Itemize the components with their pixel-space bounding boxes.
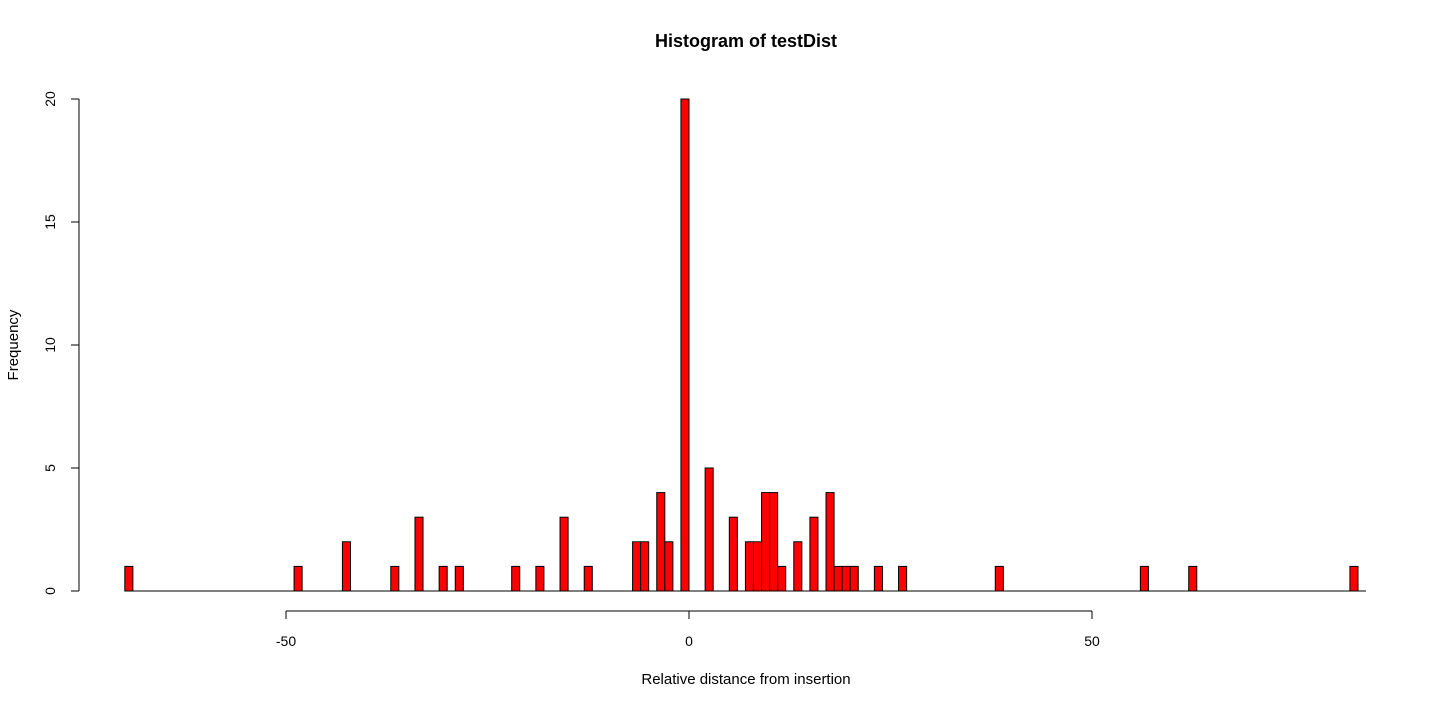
histogram-bar xyxy=(793,541,803,592)
y-tick-label: 5 xyxy=(42,464,58,472)
x-tick-label: -50 xyxy=(276,633,296,649)
histogram-bar xyxy=(1188,565,1198,592)
histogram-bar xyxy=(994,565,1004,592)
histogram-bar xyxy=(728,516,738,592)
histogram-bar xyxy=(849,565,859,592)
histogram-bar xyxy=(777,565,787,592)
histogram-bar xyxy=(124,565,134,592)
histogram-bar xyxy=(535,565,545,592)
y-axis: 0 5 10 15 20 xyxy=(42,91,80,595)
histogram-bar xyxy=(833,565,843,592)
y-axis-label: Frequency xyxy=(5,309,22,380)
chart-title: Histogram of testDist xyxy=(655,31,837,51)
histogram-bar xyxy=(898,565,908,592)
histogram-bar xyxy=(559,516,569,592)
bars-group xyxy=(124,98,1367,592)
histogram-bar xyxy=(656,492,666,592)
histogram-bar xyxy=(761,492,771,592)
y-tick-label: 15 xyxy=(42,214,58,230)
histogram-bar xyxy=(454,565,464,592)
histogram-bar xyxy=(583,565,593,592)
x-axis: -50 0 50 xyxy=(276,610,1100,649)
histogram-bar xyxy=(438,565,448,592)
histogram-bar xyxy=(640,541,650,592)
y-tick-label: 20 xyxy=(42,91,58,107)
histogram-bar xyxy=(873,565,883,592)
y-tick-label: 0 xyxy=(42,587,58,595)
histogram-bar xyxy=(390,565,400,592)
histogram-bar xyxy=(1139,565,1149,592)
histogram-bar xyxy=(632,541,642,592)
histogram-bar xyxy=(341,541,351,592)
x-tick-label: 50 xyxy=(1084,633,1100,649)
histogram-bar xyxy=(769,492,779,592)
histogram-bar xyxy=(752,541,763,592)
histogram-bar xyxy=(744,541,754,592)
histogram-bar xyxy=(704,467,714,592)
histogram-bar xyxy=(1349,565,1359,592)
histogram-bar xyxy=(680,98,690,592)
histogram-bar xyxy=(841,565,851,592)
histogram-bar xyxy=(664,541,674,592)
x-tick-label: 0 xyxy=(685,633,693,649)
histogram-bar xyxy=(809,516,819,592)
histogram-bar xyxy=(825,492,835,592)
histogram-bar xyxy=(414,516,424,592)
y-tick-label: 10 xyxy=(42,337,58,353)
x-axis-label: Relative distance from insertion xyxy=(641,671,850,688)
histogram-bar xyxy=(293,565,303,592)
histogram-bar xyxy=(511,565,521,592)
